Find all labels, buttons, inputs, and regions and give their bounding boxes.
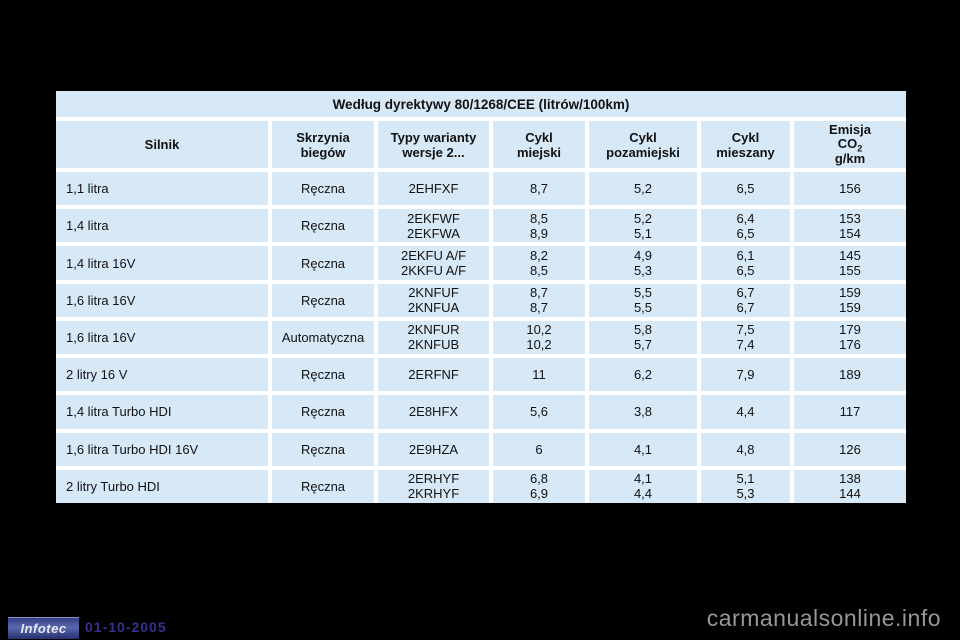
table-title: Według dyrektywy 80/1268/CEE (litrów/100… — [56, 91, 906, 117]
fuel-consumption-table: Według dyrektywy 80/1268/CEE (litrów/100… — [56, 91, 906, 503]
cell-engine: 1,6 litra 16V — [56, 283, 268, 317]
cell-gearbox: Ręczna — [272, 246, 374, 280]
column-header-extra-urban-cycle: Cykl pozamiejski — [589, 121, 697, 168]
cell-extra-urban-cycle: 4,1 4,4 — [589, 469, 697, 503]
cell-co2-emission: 179 176 — [794, 320, 906, 355]
column-header-type-variants: Typy warianty wersje 2... — [378, 121, 489, 168]
cell-extra-urban-cycle: 4,9 5,3 — [589, 246, 697, 280]
cell-gearbox: Ręczna — [272, 432, 374, 466]
cell-mixed-cycle: 4,8 — [701, 432, 790, 466]
column-header-engine: Silnik — [56, 121, 268, 168]
column-header-gearbox: Skrzynia biegów — [272, 121, 374, 168]
column-header-urban-cycle: Cykl miejski — [493, 121, 585, 168]
cell-co2-emission: 159 159 — [794, 283, 906, 317]
cell-gearbox: Ręczna — [272, 172, 374, 206]
cell-mixed-cycle: 4,4 — [701, 395, 790, 429]
cell-co2-emission: 126 — [794, 432, 906, 466]
cell-engine: 2 litry Turbo HDI — [56, 469, 268, 503]
cell-gearbox: Automatyczna — [272, 320, 374, 355]
cell-mixed-cycle: 5,1 5,3 — [701, 469, 790, 503]
cell-extra-urban-cycle: 5,8 5,7 — [589, 320, 697, 355]
cell-mixed-cycle: 7,5 7,4 — [701, 320, 790, 355]
cell-urban-cycle: 8,7 8,7 — [493, 283, 585, 317]
cell-co2-emission: 156 — [794, 172, 906, 206]
cell-type-variants: 2ERHYF 2KRHYF — [378, 469, 489, 503]
cell-extra-urban-cycle: 5,2 5,1 — [589, 209, 697, 243]
co2-header-line3: g/km — [834, 151, 866, 167]
cell-engine: 1,6 litra 16V — [56, 320, 268, 355]
cell-urban-cycle: 10,2 10,2 — [493, 320, 585, 355]
cell-urban-cycle: 5,6 — [493, 395, 585, 429]
column-header-co2-emission: Emisja CO2 g/km — [794, 121, 906, 168]
cell-engine: 1,4 litra 16V — [56, 246, 268, 280]
cell-engine: 1,1 litra — [56, 172, 268, 206]
document-date: 01-10-2005 — [85, 619, 167, 635]
cell-urban-cycle: 6,8 6,9 — [493, 469, 585, 503]
cell-urban-cycle: 8,2 8,5 — [493, 246, 585, 280]
cell-engine: 1,6 litra Turbo HDI 16V — [56, 432, 268, 466]
cell-engine: 2 litry 16 V — [56, 358, 268, 392]
infotec-logo: Infotec — [8, 617, 79, 639]
co2-subscript: 2 — [857, 143, 863, 154]
co2-header-line2: CO2 — [837, 135, 863, 154]
cell-mixed-cycle: 6,1 6,5 — [701, 246, 790, 280]
cell-type-variants: 2ERFNF — [378, 358, 489, 392]
cell-extra-urban-cycle: 4,1 — [589, 432, 697, 466]
cell-type-variants: 2EHFXF — [378, 172, 489, 206]
cell-extra-urban-cycle: 5,2 — [589, 172, 697, 206]
cell-mixed-cycle: 6,5 — [701, 172, 790, 206]
cell-co2-emission: 153 154 — [794, 209, 906, 243]
cell-type-variants: 2E8HFX — [378, 395, 489, 429]
cell-type-variants: 2KNFUR 2KNFUB — [378, 320, 489, 355]
cell-urban-cycle: 6 — [493, 432, 585, 466]
cell-engine: 1,4 litra — [56, 209, 268, 243]
cell-type-variants: 2EKFWF 2EKFWA — [378, 209, 489, 243]
cell-co2-emission: 189 — [794, 358, 906, 392]
column-header-mixed-cycle: Cykl mieszany — [701, 121, 790, 168]
cell-urban-cycle: 8,7 — [493, 172, 585, 206]
cell-mixed-cycle: 7,9 — [701, 358, 790, 392]
cell-urban-cycle: 8,5 8,9 — [493, 209, 585, 243]
cell-co2-emission: 117 — [794, 395, 906, 429]
cell-type-variants: 2EKFU A/F 2KKFU A/F — [378, 246, 489, 280]
cell-type-variants: 2E9HZA — [378, 432, 489, 466]
cell-co2-emission: 138 144 — [794, 469, 906, 503]
cell-urban-cycle: 11 — [493, 358, 585, 392]
cell-extra-urban-cycle: 5,5 5,5 — [589, 283, 697, 317]
cell-extra-urban-cycle: 3,8 — [589, 395, 697, 429]
cell-type-variants: 2KNFUF 2KNFUA — [378, 283, 489, 317]
watermark-text: carmanualsonline.info — [706, 605, 941, 631]
cell-gearbox: Ręczna — [272, 395, 374, 429]
cell-gearbox: Ręczna — [272, 209, 374, 243]
cell-co2-emission: 145 155 — [794, 246, 906, 280]
co2-header-line1: Emisja — [829, 121, 871, 137]
cell-gearbox: Ręczna — [272, 358, 374, 392]
cell-extra-urban-cycle: 6,2 — [589, 358, 697, 392]
cell-gearbox: Ręczna — [272, 469, 374, 503]
cell-mixed-cycle: 6,7 6,7 — [701, 283, 790, 317]
cell-gearbox: Ręczna — [272, 283, 374, 317]
cell-mixed-cycle: 6,4 6,5 — [701, 209, 790, 243]
cell-engine: 1,4 litra Turbo HDI — [56, 395, 268, 429]
co2-label: CO — [837, 135, 858, 151]
